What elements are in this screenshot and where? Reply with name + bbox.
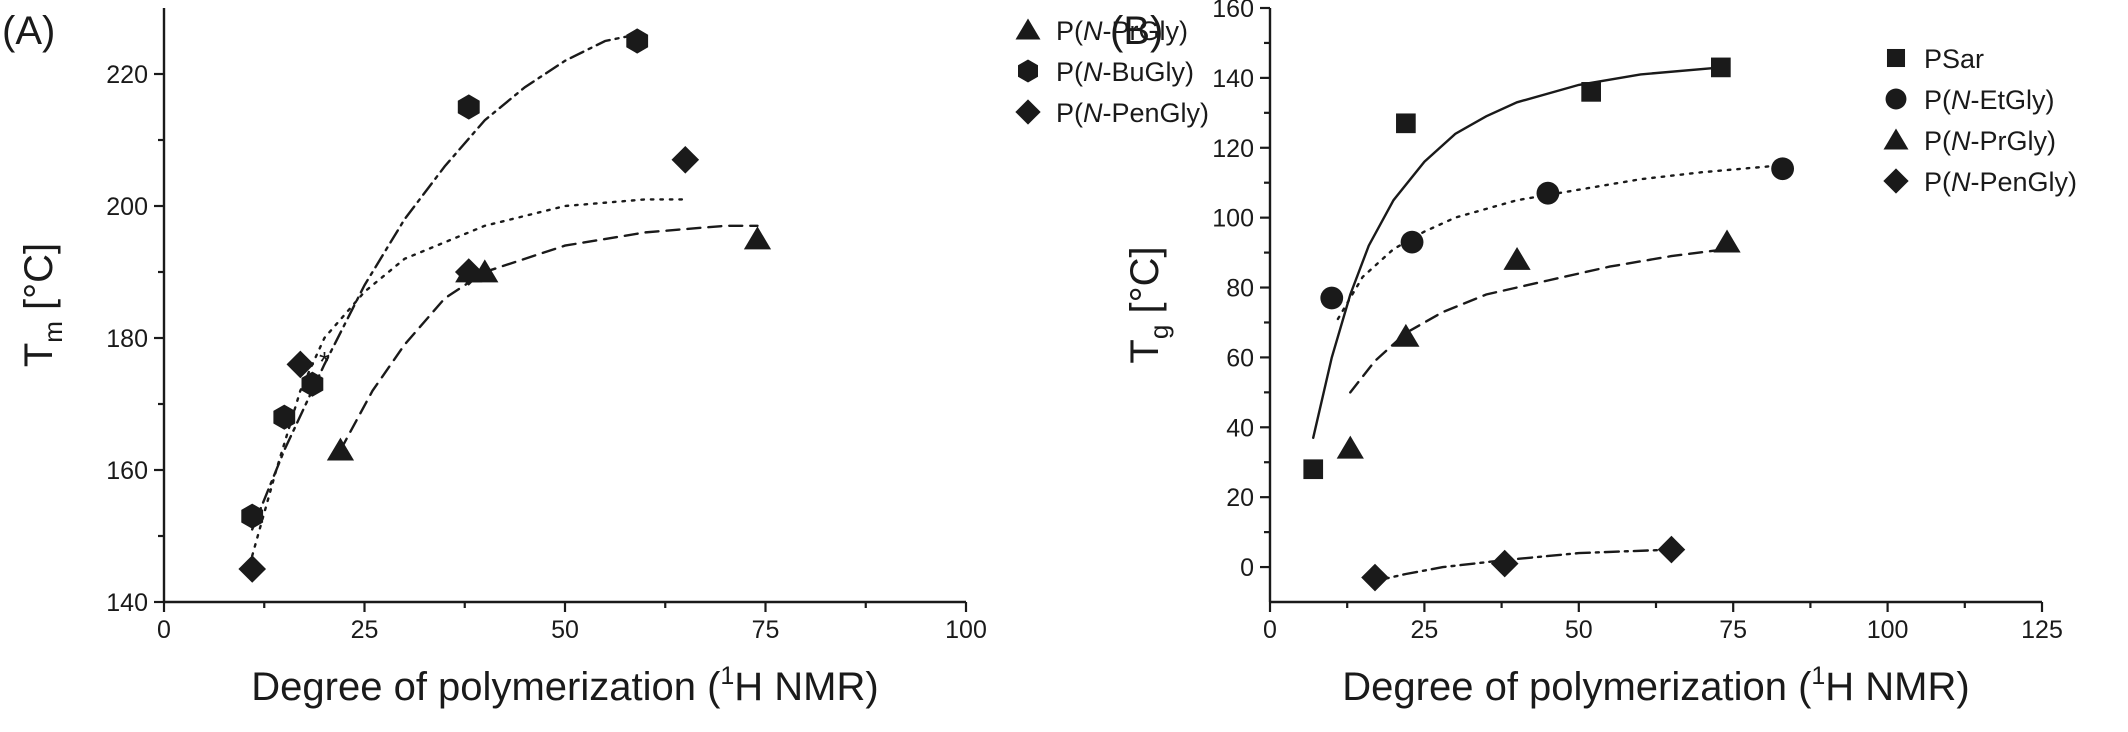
legend-label: P(N-PrGly) <box>1056 16 1188 46</box>
data-point-triangle <box>1336 435 1364 459</box>
legend-marker-hexagon <box>1018 59 1038 83</box>
data-point-hexagon <box>301 371 324 397</box>
legend-label: P(N-PenGly) <box>1924 167 2077 197</box>
panel-label: (A) <box>2 9 55 53</box>
y-tick-label: 80 <box>1226 275 1254 303</box>
data-point-diamond <box>1361 563 1389 592</box>
fit-curve-diamond <box>251 198 687 557</box>
data-point-diamond <box>454 258 483 286</box>
x-tick-label: 25 <box>351 616 379 644</box>
legend-label: PSar <box>1924 44 1984 74</box>
y-tick-label: 220 <box>106 61 148 89</box>
y-tick-label: 160 <box>1212 0 1254 23</box>
data-point-diamond <box>1657 535 1686 564</box>
y-tick-label: 140 <box>1212 65 1254 93</box>
data-point-circle <box>1536 181 1560 205</box>
data-point-diamond <box>1490 549 1519 578</box>
data-point-hexagon <box>273 404 296 430</box>
fit-curve-triangle <box>1349 247 1729 394</box>
legend-marker-diamond <box>1883 168 1909 194</box>
legend-marker-triangle <box>1015 18 1041 40</box>
panel-label: (B) <box>1110 9 1163 53</box>
data-point-triangle <box>743 226 772 250</box>
data-point-triangle <box>1713 229 1741 253</box>
panel-a: 0 25 50 75 100 140 160 180 200 220 * P(N-PrGly) P(N-… <box>2 8 1209 709</box>
data-point-hexagon <box>241 503 264 529</box>
legend-label: P(N-PrGly) <box>1924 126 2056 156</box>
data-point-circle <box>1400 230 1424 254</box>
legend-marker-square <box>1886 48 1906 68</box>
panel-b: 0 25 50 75 100 125 0 20 40 60 80 100 120 140 160 PSar P(… <box>1110 0 2077 709</box>
data-point-triangle <box>1503 246 1531 270</box>
legend-marker-circle <box>1885 88 1907 110</box>
fit-curve-diamond <box>1373 548 1673 583</box>
y-tick-label: 140 <box>106 589 148 617</box>
x-tick-label: 75 <box>752 616 780 644</box>
x-tick-label: 50 <box>551 616 579 644</box>
y-tick-label: 200 <box>106 193 148 221</box>
x-tick-label: 0 <box>157 616 171 644</box>
x-tick-label: 25 <box>1410 616 1438 644</box>
x-tick-label: 125 <box>2021 616 2063 644</box>
y-tick-label: 180 <box>106 325 148 353</box>
data-point-hexagon <box>626 28 649 54</box>
legend-label: P(N-EtGly) <box>1924 85 2055 115</box>
data-point-diamond <box>238 555 267 583</box>
data-point-circle <box>1320 286 1344 310</box>
legend-label: P(N-PenGly) <box>1056 98 1209 128</box>
y-tick-label: 120 <box>1212 135 1254 163</box>
x-tick-label: 100 <box>945 616 987 644</box>
x-axis-title: Degree of polymerization (1H NMR) <box>251 662 878 709</box>
x-tick-label: 0 <box>1263 616 1277 644</box>
y-tick-label: 0 <box>1240 554 1254 582</box>
y-tick-label: 100 <box>1212 205 1254 233</box>
data-point-hexagon <box>457 94 480 120</box>
data-point-square <box>1711 57 1731 78</box>
x-tick-label: 75 <box>1719 616 1747 644</box>
data-point-triangle <box>326 437 355 461</box>
y-axis-title: Tg [°C] <box>1123 246 1174 363</box>
y-tick-label: 160 <box>106 457 148 485</box>
data-point-square <box>1396 113 1416 134</box>
y-tick-label: 20 <box>1226 484 1254 512</box>
fit-curve-hexagon <box>251 33 639 531</box>
fit-curve-circle <box>1336 164 1784 321</box>
y-tick-label: 60 <box>1226 344 1254 372</box>
legend-marker-diamond <box>1015 99 1041 125</box>
data-point-circle <box>1771 157 1795 181</box>
legend-marker-triangle <box>1883 128 1909 150</box>
data-point-diamond <box>671 146 700 174</box>
y-axis-title: Tm [°C] <box>17 243 68 367</box>
data-point-diamond <box>286 350 315 379</box>
legend-label: P(N-BuGly) <box>1056 57 1194 87</box>
x-tick-label: 50 <box>1565 616 1593 644</box>
y-tick-label: 40 <box>1226 414 1254 442</box>
annotation-asterisk: * <box>319 346 330 377</box>
data-point-triangle <box>1392 323 1420 347</box>
data-point-triangle <box>471 259 499 283</box>
x-tick-label: 100 <box>1867 616 1909 644</box>
data-point-square <box>1303 459 1324 480</box>
x-axis-title: Degree of polymerization (1H NMR) <box>1342 662 1969 709</box>
data-point-square <box>1581 82 1601 102</box>
